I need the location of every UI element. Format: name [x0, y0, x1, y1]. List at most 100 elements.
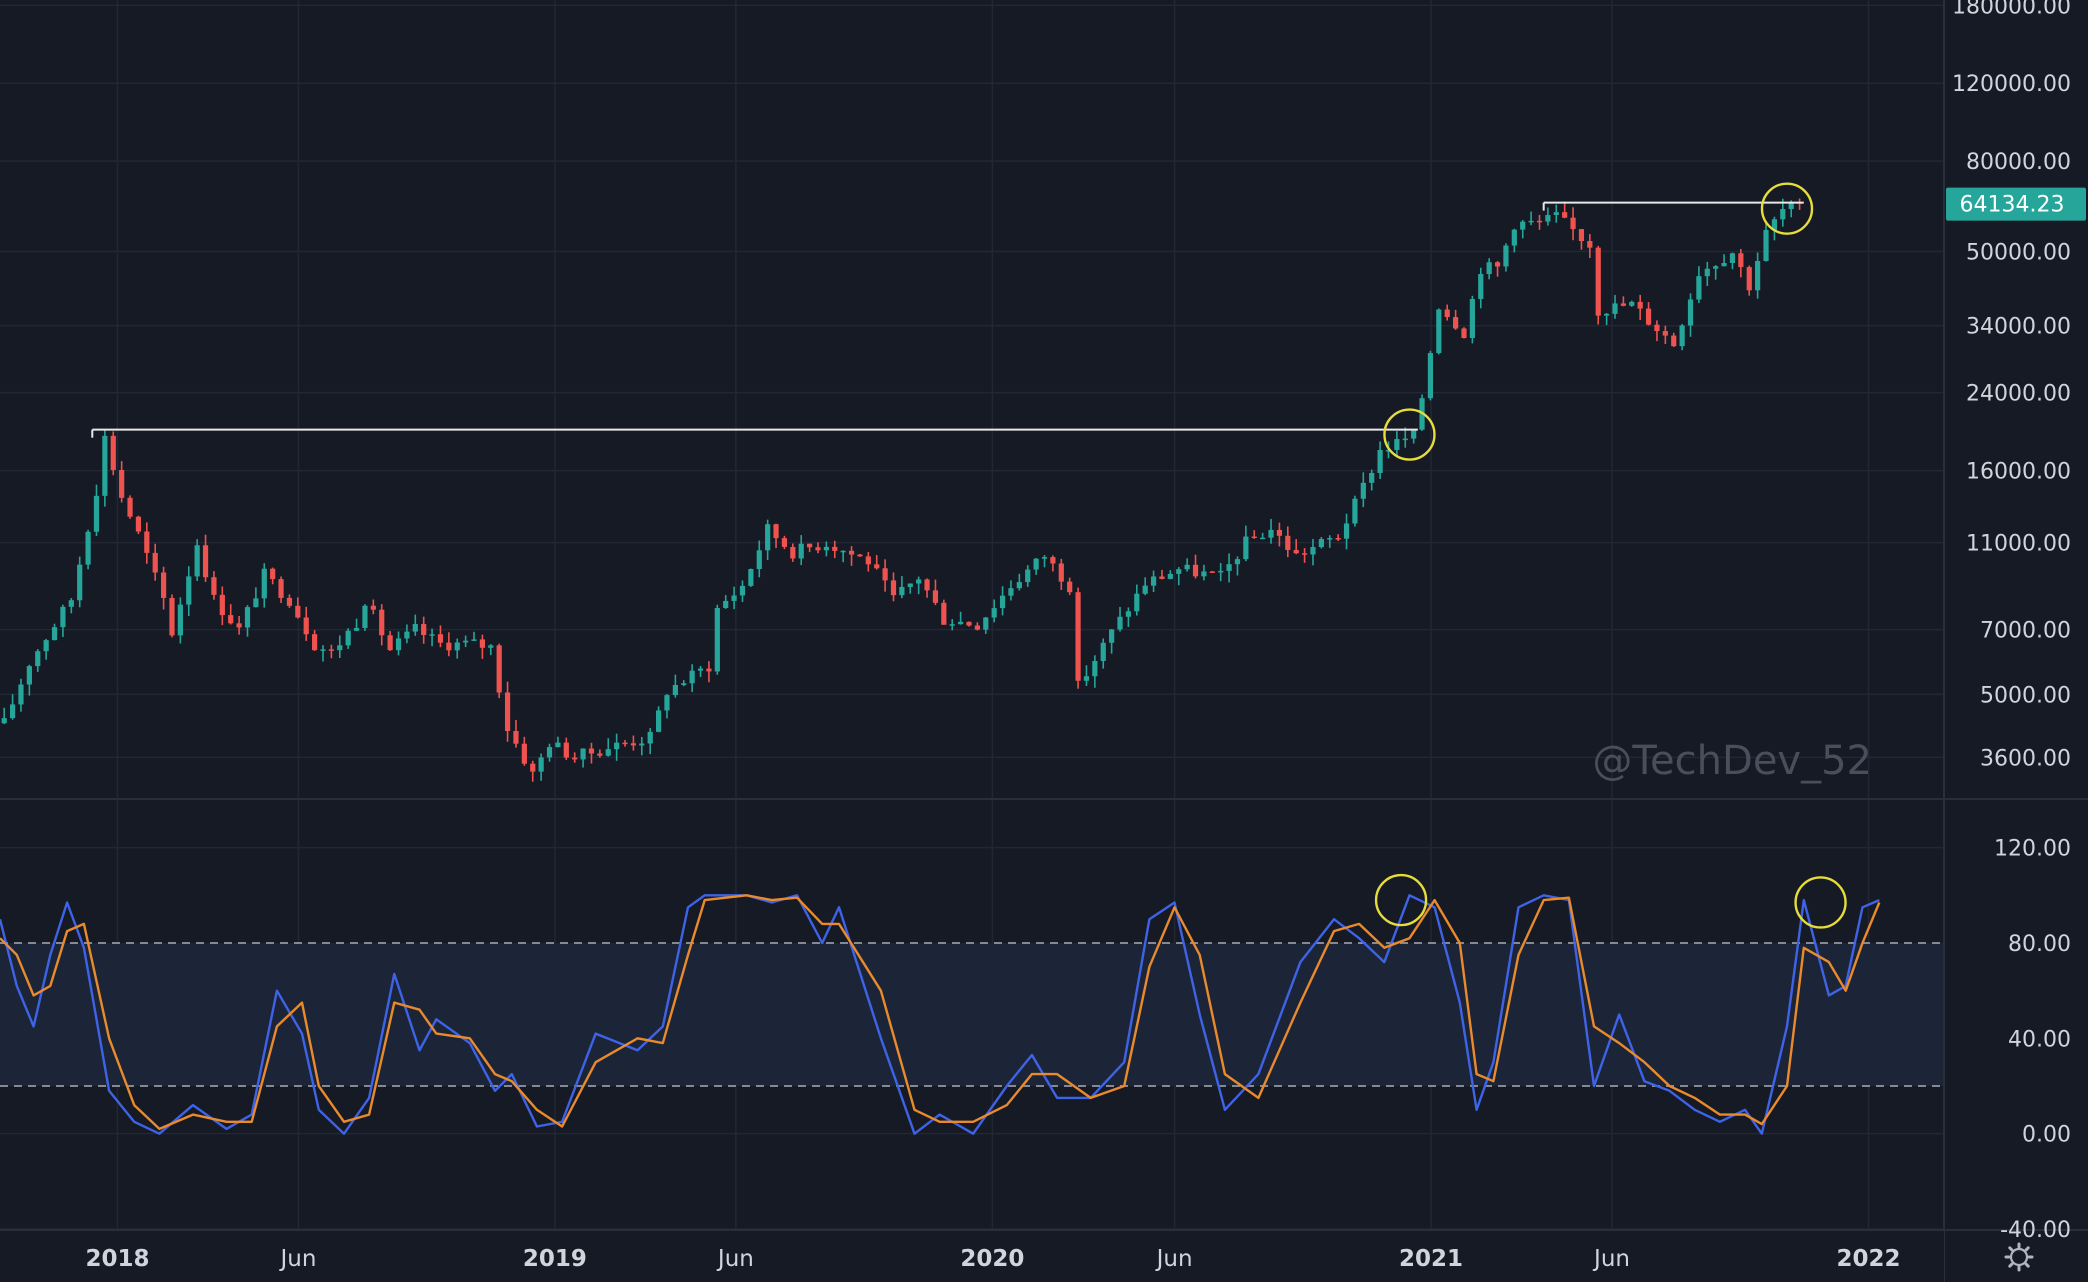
candle[interactable]	[68, 598, 74, 614]
candle[interactable]	[312, 630, 318, 651]
candle[interactable]	[1503, 243, 1509, 272]
candle[interactable]	[1553, 204, 1559, 223]
candle[interactable]	[723, 595, 729, 609]
candle[interactable]	[496, 643, 502, 699]
stochastic-series[interactable]	[0, 894, 1881, 1135]
candle[interactable]	[546, 743, 553, 762]
candle[interactable]	[1067, 577, 1073, 595]
candle[interactable]	[521, 736, 527, 766]
candle[interactable]	[1167, 570, 1173, 580]
candle[interactable]	[1176, 567, 1182, 586]
candle[interactable]	[228, 604, 234, 625]
candle[interactable]	[1763, 222, 1769, 262]
candle[interactable]	[202, 534, 209, 582]
candle[interactable]	[26, 664, 32, 696]
stoch-d-line[interactable]	[0, 894, 1881, 1131]
candle[interactable]	[538, 753, 544, 781]
candlestick-series[interactable]	[1, 198, 1803, 782]
candle[interactable]	[1402, 427, 1408, 448]
candle[interactable]	[1050, 555, 1056, 572]
candle[interactable]	[1260, 532, 1266, 540]
candle[interactable]	[1704, 261, 1710, 286]
candle[interactable]	[1645, 302, 1652, 326]
candle[interactable]	[1041, 555, 1048, 568]
candle[interactable]	[404, 624, 410, 644]
candle[interactable]	[446, 632, 452, 657]
candle[interactable]	[110, 431, 116, 476]
candle[interactable]	[1427, 350, 1434, 401]
candle[interactable]	[18, 678, 24, 712]
candle[interactable]	[924, 578, 930, 598]
candle[interactable]	[303, 606, 309, 641]
candle[interactable]	[370, 599, 376, 615]
candle[interactable]	[1201, 564, 1207, 581]
candle[interactable]	[1360, 472, 1366, 508]
candle[interactable]	[890, 572, 897, 602]
candle[interactable]	[1570, 207, 1576, 241]
candle[interactable]	[1654, 320, 1660, 342]
candle[interactable]	[127, 495, 133, 519]
candle[interactable]	[471, 631, 477, 641]
candle[interactable]	[177, 597, 183, 644]
candle[interactable]	[1478, 267, 1484, 309]
candle[interactable]	[748, 568, 754, 587]
candle[interactable]	[781, 535, 788, 550]
candle[interactable]	[211, 571, 217, 600]
candle[interactable]	[798, 535, 804, 566]
candle[interactable]	[244, 605, 251, 637]
candle[interactable]	[429, 628, 435, 647]
candle[interactable]	[1234, 556, 1241, 576]
candle[interactable]	[1335, 534, 1341, 541]
candle[interactable]	[412, 614, 418, 636]
candle[interactable]	[1629, 300, 1635, 307]
candle[interactable]	[1092, 655, 1098, 688]
candle[interactable]	[731, 586, 737, 610]
candle[interactable]	[1713, 265, 1719, 280]
candle[interactable]	[504, 681, 511, 742]
candle[interactable]	[916, 576, 922, 595]
candle[interactable]	[597, 749, 603, 758]
candle[interactable]	[1058, 558, 1064, 590]
candle[interactable]	[1729, 252, 1736, 270]
candle[interactable]	[941, 599, 947, 625]
candle[interactable]	[991, 599, 997, 623]
candle[interactable]	[1016, 573, 1022, 591]
candle[interactable]	[270, 567, 276, 585]
candle[interactable]	[1494, 261, 1501, 277]
candle[interactable]	[588, 742, 595, 764]
candle[interactable]	[1520, 219, 1526, 239]
candle[interactable]	[1117, 606, 1123, 632]
candle[interactable]	[874, 555, 880, 570]
candle[interactable]	[278, 576, 284, 604]
candle[interactable]	[261, 563, 267, 608]
candle[interactable]	[1268, 518, 1274, 544]
candle[interactable]	[1620, 296, 1626, 307]
candle[interactable]	[1134, 584, 1140, 616]
candle[interactable]	[353, 618, 360, 632]
candle[interactable]	[840, 550, 846, 563]
candle[interactable]	[966, 621, 972, 627]
candle[interactable]	[1528, 211, 1534, 226]
candle[interactable]	[1150, 570, 1157, 592]
candle[interactable]	[1536, 214, 1543, 230]
candle[interactable]	[530, 760, 536, 782]
candle[interactable]	[77, 556, 83, 608]
candle[interactable]	[1352, 495, 1358, 527]
candle[interactable]	[1595, 245, 1601, 325]
candle[interactable]	[949, 619, 955, 631]
candle[interactable]	[1083, 665, 1090, 686]
candle[interactable]	[1209, 570, 1215, 573]
candle[interactable]	[1369, 469, 1375, 491]
candle[interactable]	[1587, 234, 1593, 258]
candle[interactable]	[219, 586, 225, 626]
candle[interactable]	[362, 604, 368, 631]
candle[interactable]	[605, 738, 611, 757]
candle[interactable]	[563, 737, 569, 760]
candle[interactable]	[1662, 325, 1668, 344]
candle[interactable]	[1679, 324, 1685, 351]
candle[interactable]	[655, 706, 662, 733]
candle[interactable]	[756, 540, 762, 578]
candle[interactable]	[1327, 535, 1333, 548]
candle[interactable]	[337, 635, 343, 659]
candle[interactable]	[1243, 525, 1249, 562]
